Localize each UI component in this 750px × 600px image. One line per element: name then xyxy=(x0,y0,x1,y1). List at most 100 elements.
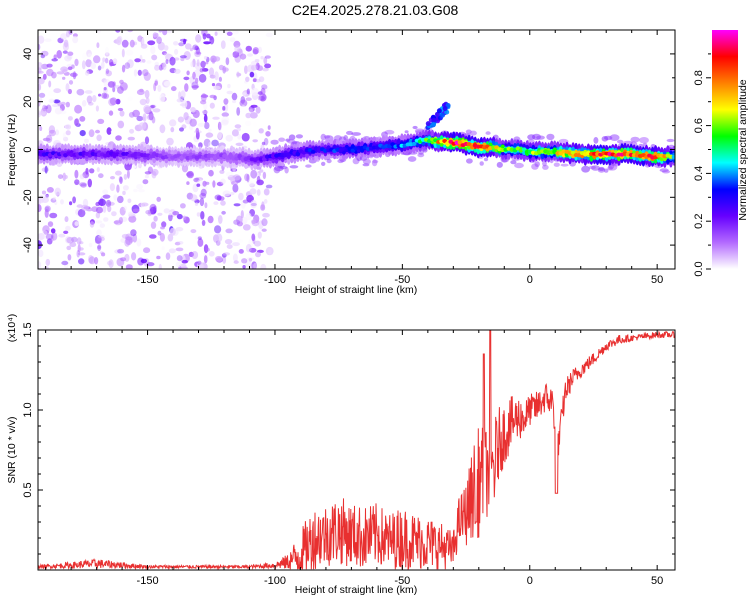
noise-blob xyxy=(201,219,206,226)
noise-blob xyxy=(227,83,231,89)
noise-blob xyxy=(226,90,233,95)
noise-blob xyxy=(203,114,208,123)
noise-blob xyxy=(205,61,209,65)
noise-blob xyxy=(38,92,46,98)
noise-blob xyxy=(95,212,101,219)
noise-blob xyxy=(232,242,240,247)
noise-blob xyxy=(208,128,212,132)
noise-blob xyxy=(222,256,227,264)
noise-blob xyxy=(48,98,55,104)
ridge-halo xyxy=(404,130,409,134)
noise-blob xyxy=(208,251,215,257)
noise-blob xyxy=(186,192,194,200)
noise-blob xyxy=(151,54,158,61)
noise-blob xyxy=(105,68,110,75)
noise-blob xyxy=(108,110,114,116)
noise-blob xyxy=(195,47,201,55)
noise-blob xyxy=(221,112,229,117)
noise-blob xyxy=(93,55,101,64)
noise-blob xyxy=(235,142,244,146)
noise-blob xyxy=(116,36,122,46)
noise-blob xyxy=(132,109,141,118)
noise-blob xyxy=(238,192,244,201)
x-tick-label: -150 xyxy=(137,575,159,587)
noise-blob xyxy=(79,182,87,187)
noise-blob xyxy=(46,238,53,245)
noise-blob xyxy=(264,63,272,69)
noise-blob xyxy=(174,48,179,55)
noise-blob xyxy=(115,30,121,33)
noise-blob xyxy=(71,236,78,243)
noise-blob xyxy=(63,175,68,179)
ridge-halo xyxy=(273,166,281,174)
noise-blob xyxy=(48,90,55,97)
noise-blob xyxy=(232,99,237,104)
noise-blob xyxy=(160,226,165,230)
noise-blob xyxy=(253,121,257,127)
noise-blob xyxy=(90,62,97,70)
noise-blob xyxy=(98,173,104,179)
noise-blob xyxy=(144,136,150,145)
noise-blob xyxy=(195,127,199,134)
noise-blob xyxy=(194,77,199,84)
noise-blob xyxy=(38,261,42,269)
noise-blob xyxy=(263,57,268,65)
ridge-blob xyxy=(310,149,316,154)
noise-blob xyxy=(64,55,72,62)
noise-blob xyxy=(237,134,242,140)
noise-blob xyxy=(261,228,267,232)
ridge-halo xyxy=(284,166,289,174)
noise-blob xyxy=(255,78,261,83)
noise-blob xyxy=(179,55,187,59)
noise-blob xyxy=(246,88,250,95)
noise-blob xyxy=(200,94,209,98)
noise-blob xyxy=(146,60,152,64)
noise-blob xyxy=(175,261,182,268)
noise-blob xyxy=(96,167,100,173)
noise-blob xyxy=(192,71,196,80)
noise-blob xyxy=(52,104,59,108)
noise-blob xyxy=(258,30,266,35)
noise-blob xyxy=(109,183,115,192)
noise-blob xyxy=(87,178,93,188)
noise-blob xyxy=(44,206,50,213)
noise-blob xyxy=(53,54,57,60)
noise-blob xyxy=(63,39,69,48)
snr-x-axis-label: Height of straight line (km) xyxy=(295,584,418,596)
noise-blob xyxy=(157,85,162,92)
noise-blob xyxy=(42,230,48,239)
noise-blob xyxy=(129,128,135,134)
noise-blob xyxy=(144,174,149,179)
noise-blob xyxy=(136,183,144,190)
y-tick-label: 0 xyxy=(22,146,34,152)
branch-blob xyxy=(442,106,448,111)
noise-blob xyxy=(112,58,118,65)
x-tick-label: 50 xyxy=(651,274,663,286)
noise-blob xyxy=(218,64,224,71)
noise-blob xyxy=(252,78,257,83)
noise-blob xyxy=(63,230,69,234)
noise-blob xyxy=(79,174,85,180)
noise-blob xyxy=(167,30,172,34)
noise-blob xyxy=(203,55,208,60)
x-tick-label: -100 xyxy=(264,575,286,587)
noise-blob xyxy=(127,30,133,33)
ridge-blob xyxy=(261,157,267,162)
noise-blob xyxy=(204,202,208,209)
x-tick-label: -50 xyxy=(394,575,410,587)
noise-blob xyxy=(56,71,65,75)
noise-blob xyxy=(225,171,234,178)
noise-blob xyxy=(250,200,257,209)
noise-blob xyxy=(205,132,214,138)
noise-blob xyxy=(241,258,248,264)
y-tick-label: 40 xyxy=(22,48,34,60)
noise-blob xyxy=(222,106,226,111)
ridge-halo xyxy=(598,166,605,171)
noise-blob xyxy=(108,259,114,269)
ridge-halo xyxy=(553,162,560,167)
noise-blob xyxy=(229,37,236,43)
noise-blob xyxy=(180,203,186,209)
noise-blob xyxy=(144,171,152,175)
noise-blob xyxy=(119,176,123,184)
noise-blob xyxy=(62,42,69,52)
